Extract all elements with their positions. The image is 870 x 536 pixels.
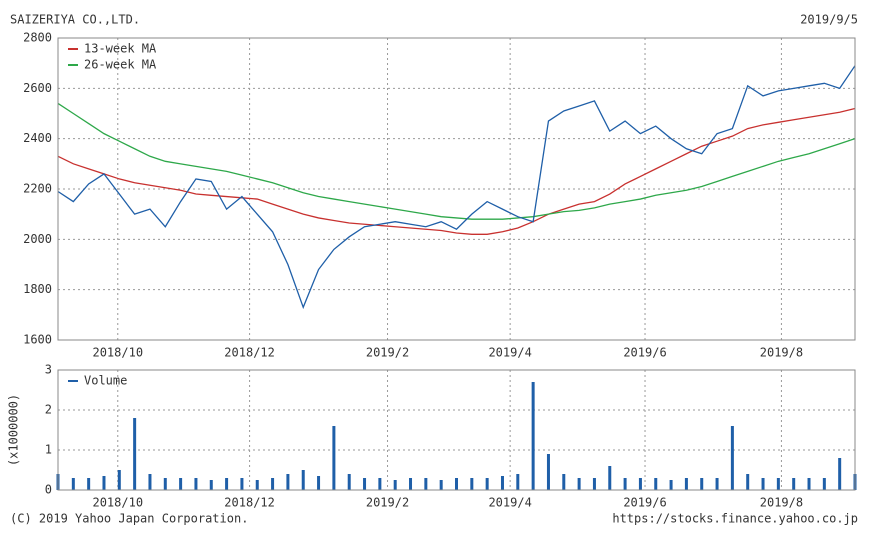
volume-bar (255, 480, 259, 490)
volume-bar (485, 478, 489, 490)
volume-bar (516, 474, 520, 490)
volume-bar (133, 418, 137, 490)
legend-label: 13-week MA (84, 42, 157, 56)
volume-bar (163, 478, 167, 490)
copyright: (C) 2019 Yahoo Japan Corporation. (10, 512, 248, 526)
volume-bar (455, 478, 458, 490)
volume-bar (301, 470, 305, 490)
plot-border (57, 37, 856, 341)
x-tick-label: 2018/12 (224, 496, 275, 510)
x-tick-label: 2018/10 (92, 346, 143, 360)
x-tick-label: 2019/8 (760, 346, 803, 360)
source-url: https://stocks.finance.yahoo.co.jp (612, 512, 858, 526)
volume-bar (317, 476, 321, 490)
price-line (57, 102, 856, 220)
volume-bar (761, 478, 765, 490)
y-tick-label: 2600 (23, 81, 52, 95)
volume-bar (393, 480, 397, 490)
y-tick-label: 1600 (23, 333, 52, 347)
company-name: SAIZERIYA CO.,LTD. (10, 13, 140, 27)
plot-border (57, 369, 856, 491)
volume-bar (730, 426, 734, 490)
volume-bar (838, 458, 842, 490)
volume-bar (332, 426, 336, 490)
y-axis-label: (x1000000) (7, 394, 21, 466)
price-line (57, 107, 856, 235)
volume-bar (654, 478, 658, 490)
volume-bar (87, 478, 91, 490)
volume-bar (225, 478, 229, 490)
volume-bar (194, 478, 198, 490)
volume-bar (746, 474, 750, 490)
y-tick-label: 3 (45, 363, 52, 377)
volume-bar (148, 474, 152, 490)
x-tick-label: 2018/12 (224, 346, 275, 360)
y-tick-label: 2000 (23, 232, 52, 246)
legend-label: Volume (84, 374, 127, 388)
y-tick-label: 1 (45, 443, 52, 457)
volume-bar (409, 478, 413, 490)
x-tick-label: 2019/4 (488, 496, 531, 510)
x-tick-label: 2019/8 (760, 496, 803, 510)
volume-bar (577, 478, 581, 490)
volume-bar (700, 478, 704, 490)
volume-bar (439, 480, 443, 490)
volume-bar (592, 478, 596, 490)
volume-bar (286, 474, 290, 490)
x-tick-label: 2019/4 (488, 346, 531, 360)
volume-bar (531, 382, 535, 490)
legend-label: 26-week MA (84, 58, 157, 72)
x-tick-label: 2019/6 (623, 346, 666, 360)
volume-bar (424, 478, 428, 490)
volume-bar (378, 478, 382, 490)
volume-bar (669, 480, 673, 490)
volume-bar (102, 476, 106, 490)
volume-bar (807, 478, 811, 490)
volume-bar (271, 478, 275, 490)
volume-bar (608, 466, 612, 490)
y-tick-label: 2400 (23, 131, 52, 145)
volume-bar (240, 478, 244, 490)
volume-bar (347, 474, 351, 490)
volume-bar (209, 480, 213, 490)
volume-bar (363, 478, 367, 490)
volume-bar (684, 478, 688, 490)
volume-bar (822, 478, 826, 490)
volume-bar (638, 478, 642, 490)
volume-bar (623, 478, 627, 490)
volume-bar (500, 476, 504, 490)
y-tick-label: 0 (45, 483, 52, 497)
x-tick-label: 2019/2 (366, 346, 409, 360)
y-tick-label: 1800 (23, 282, 52, 296)
y-tick-label: 2800 (23, 31, 52, 45)
y-tick-label: 2200 (23, 182, 52, 196)
volume-bar (71, 478, 75, 490)
volume-bar (715, 478, 719, 490)
x-tick-label: 2019/6 (623, 496, 666, 510)
y-tick-label: 2 (45, 403, 52, 417)
volume-bar (792, 478, 796, 490)
price-line (57, 65, 856, 310)
x-tick-label: 2019/2 (366, 496, 409, 510)
volume-bar (776, 478, 780, 490)
date: 2019/9/5 (800, 13, 858, 27)
x-tick-label: 2018/10 (92, 496, 143, 510)
volume-bar (179, 478, 183, 490)
volume-bar (470, 478, 474, 490)
volume-bar (117, 470, 121, 490)
volume-bar (562, 474, 566, 490)
volume-bar (546, 454, 550, 490)
